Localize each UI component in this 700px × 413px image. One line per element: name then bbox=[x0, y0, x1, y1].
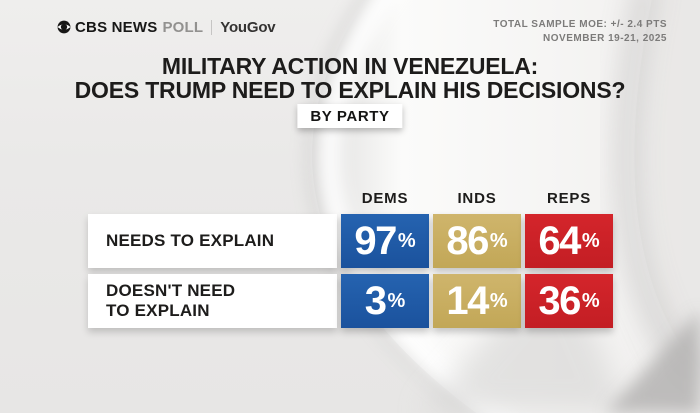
sample-meta: TOTAL SAMPLE MOE: +/- 2.4 PTS NOVEMBER 1… bbox=[493, 18, 667, 45]
value-cell-inds-doesnt-need: 14% bbox=[433, 274, 521, 328]
row-label-text: DOESN'T NEED bbox=[106, 280, 236, 300]
column-header-dems: DEMS bbox=[361, 190, 409, 207]
value-cell-reps-needs-to-explain: 64% bbox=[525, 214, 613, 268]
brand-cbs-news: CBS NEWS bbox=[75, 18, 158, 36]
percent-sign: % bbox=[489, 229, 508, 252]
brand-yougov: YouGov bbox=[220, 18, 276, 36]
value-text: 36 bbox=[538, 278, 581, 323]
table-corner-spacer bbox=[88, 188, 337, 208]
poll-dates: NOVEMBER 19-21, 2025 bbox=[543, 32, 667, 44]
brand-divider bbox=[211, 19, 213, 35]
value-cell-dems-doesnt-need: 3% bbox=[341, 274, 429, 328]
percent-sign: % bbox=[581, 289, 600, 312]
sample-moe: TOTAL SAMPLE MOE: +/- 2.4 PTS bbox=[493, 19, 667, 30]
results-table: DEMS INDS REPS NEEDS TO EXPLAIN 97% 86% … bbox=[88, 188, 613, 328]
poll-title-line-2: DOES TRUMP NEED TO EXPLAIN HIS DECISIONS… bbox=[74, 77, 626, 104]
brand-poll: POLL bbox=[162, 18, 204, 36]
top-bar: CBS NEWS POLL YouGov TOTAL SAMPLE MOE: +… bbox=[57, 18, 667, 45]
poll-title-line-1: MILITARY ACTION IN VENEZUELA: bbox=[161, 53, 539, 79]
poll-title: MILITARY ACTION IN VENEZUELA: DOES TRUMP… bbox=[0, 54, 700, 103]
percent-sign: % bbox=[581, 229, 600, 252]
percent-sign: % bbox=[397, 229, 416, 252]
brand-lockup: CBS NEWS POLL YouGov bbox=[57, 18, 276, 36]
row-label-doesnt-need-to-explain: DOESN'T NEED TO EXPLAIN bbox=[88, 274, 337, 328]
value-text: 86 bbox=[446, 218, 489, 263]
row-label-text: NEEDS TO EXPLAIN bbox=[106, 230, 275, 250]
value-cell-dems-needs-to-explain: 97% bbox=[341, 214, 429, 268]
value-text: 14 bbox=[446, 278, 489, 323]
value-text: 64 bbox=[538, 218, 581, 263]
value-cell-reps-doesnt-need: 36% bbox=[525, 274, 613, 328]
value-text: 3 bbox=[364, 278, 387, 323]
value-cell-inds-needs-to-explain: 86% bbox=[433, 214, 521, 268]
row-label-text: TO EXPLAIN bbox=[106, 301, 210, 320]
percent-sign: % bbox=[387, 289, 406, 312]
percent-sign: % bbox=[489, 289, 508, 312]
column-header-inds: INDS bbox=[457, 190, 497, 207]
cbs-eye-icon bbox=[57, 20, 71, 34]
row-label-needs-to-explain: NEEDS TO EXPLAIN bbox=[88, 214, 337, 268]
value-text: 97 bbox=[354, 218, 397, 263]
by-party-badge: BY PARTY bbox=[297, 104, 403, 128]
column-header-reps: REPS bbox=[546, 190, 592, 207]
